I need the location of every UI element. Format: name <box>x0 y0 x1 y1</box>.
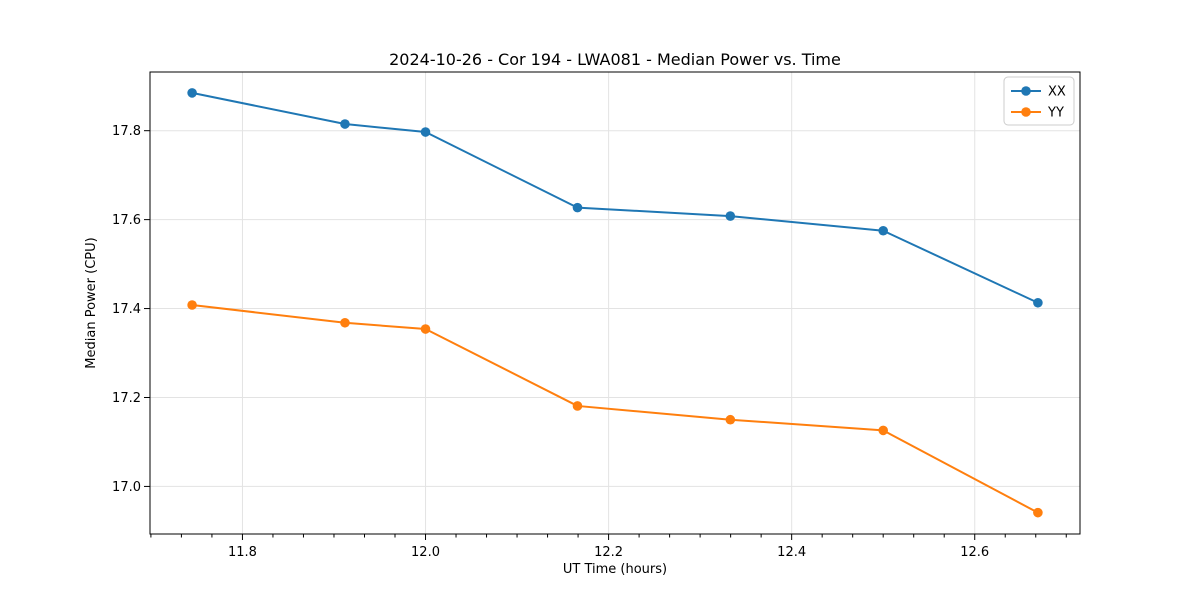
data-series <box>187 88 1043 518</box>
data-point-marker-yy <box>187 300 197 310</box>
data-point-marker-xx <box>878 225 888 236</box>
y-axis-label: Median Power (CPU) <box>84 237 99 368</box>
legend-marker-icon-xx <box>1021 86 1031 96</box>
data-point-marker-yy <box>1033 507 1043 518</box>
chart-title: 2024-10-26 - Cor 194 - LWA081 - Median P… <box>389 50 841 69</box>
data-point-marker-xx <box>420 127 431 137</box>
x-tick-label: 12.4 <box>777 545 806 560</box>
gridlines <box>150 72 1080 534</box>
legend-marker-icon-yy <box>1021 107 1031 117</box>
y-tick-label: 17.0 <box>112 480 141 495</box>
x-tick-label: 12.2 <box>594 545 623 560</box>
axis-ticks <box>144 130 1067 540</box>
series-line-xx <box>191 91 1039 304</box>
x-axis-label: UT Time (hours) <box>563 562 667 577</box>
x-tick-label: 12.0 <box>411 545 440 560</box>
legend-entry-yy: YY <box>1011 106 1064 121</box>
data-point-marker-yy <box>725 414 736 425</box>
data-point-marker-xx <box>572 202 583 213</box>
legend-label-xx: XX <box>1048 85 1066 100</box>
plot-area-border <box>149 71 1081 535</box>
y-tick-label: 17.4 <box>112 302 141 317</box>
legend-entry-xx: XX <box>1011 85 1066 100</box>
y-tick-label: 17.2 <box>112 391 141 406</box>
tick-labels: 11.8 12.0 12.2 12.4 12.6 17.0 17.2 17.4 17.6 17.8 <box>112 124 989 560</box>
data-point-marker-yy <box>572 401 583 411</box>
data-point-marker-xx <box>187 88 197 98</box>
series-line-yy <box>191 304 1039 514</box>
data-point-marker-yy <box>878 425 888 436</box>
y-tick-label: 17.8 <box>112 124 141 139</box>
legend-label-yy: YY <box>1047 106 1064 121</box>
data-point-marker-xx <box>340 119 350 129</box>
x-tick-label: 12.6 <box>960 545 989 560</box>
data-point-marker-xx <box>1033 297 1043 308</box>
legend: XX YY <box>1003 76 1075 126</box>
data-point-marker-yy <box>420 324 431 334</box>
data-point-marker-xx <box>725 211 736 221</box>
y-tick-label: 17.6 <box>112 213 141 228</box>
data-point-marker-yy <box>340 317 350 328</box>
x-tick-label: 11.8 <box>228 545 257 560</box>
